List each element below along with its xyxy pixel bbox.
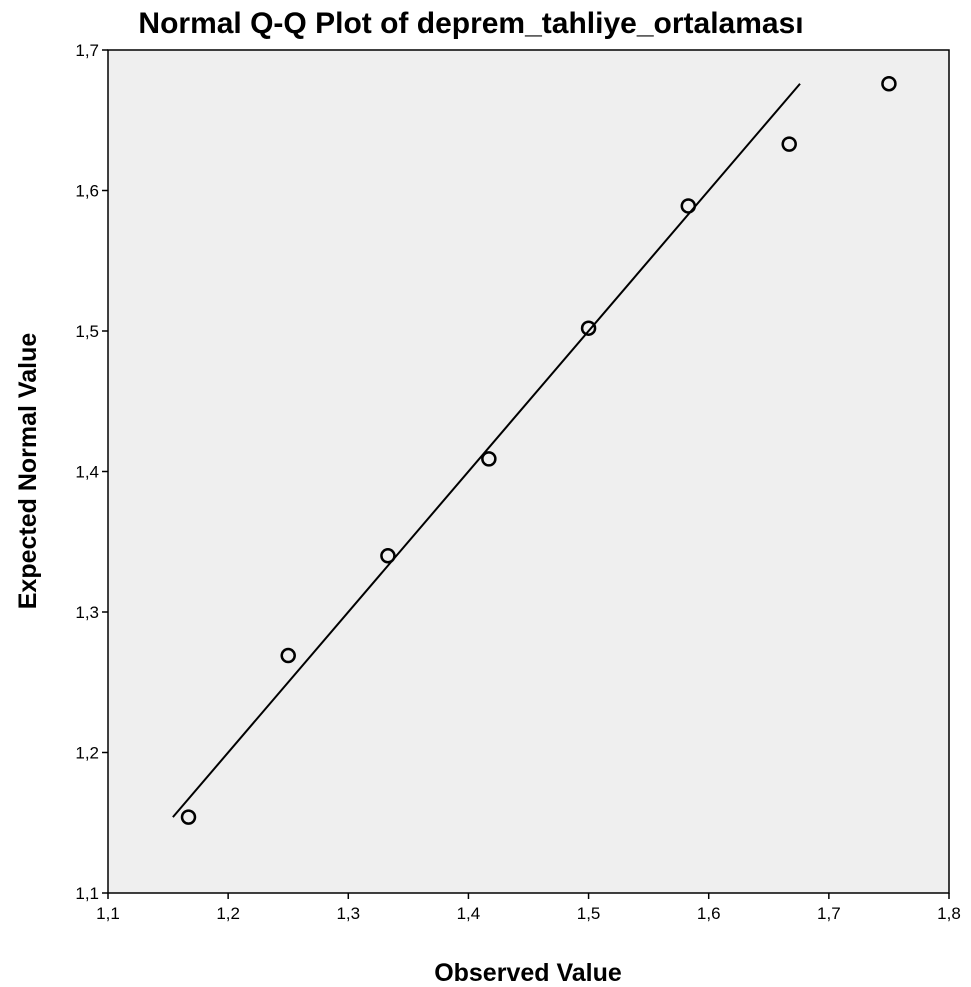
x-tick-label: 1,1 [96,904,120,923]
qq-point [881,75,897,92]
y-tick-label: 1,7 [75,41,99,60]
x-axis-ticks: 1,1 1,2 1,3 1,4 1,5 1,6 1,7 1,8 [96,893,961,923]
x-tick-label: 1,8 [937,904,961,923]
y-tick-label: 1,6 [75,182,99,201]
x-tick-label: 1,6 [697,904,721,923]
y-tick-label: 1,5 [75,322,99,341]
y-tick-label: 1,1 [75,884,99,903]
x-tick-label: 1,5 [577,904,601,923]
y-tick-label: 1,4 [75,463,99,482]
y-tick-label: 1,3 [75,603,99,622]
qq-point [481,451,497,467]
qq-point [580,320,597,336]
qq-point [280,647,296,664]
x-tick-label: 1,3 [336,904,360,923]
y-axis-ticks: 1,1 1,2 1,3 1,4 1,5 1,6 1,7 [75,41,108,903]
y-tick-label: 1,2 [75,744,99,763]
data-points [180,75,897,825]
x-tick-label: 1,2 [216,904,240,923]
qq-point [781,136,797,152]
qq-point [180,809,197,825]
plot-area [107,49,950,894]
x-tick-label: 1,4 [457,904,481,923]
y-axis-title: Expected Normal Value [14,333,42,610]
x-axis-title: Observed Value [434,959,622,987]
x-tick-label: 1,7 [817,904,841,923]
qq-point [380,548,396,564]
qq-point [680,198,697,214]
chart-title: Normal Q-Q Plot of deprem_tahliye_ortala… [138,7,803,40]
